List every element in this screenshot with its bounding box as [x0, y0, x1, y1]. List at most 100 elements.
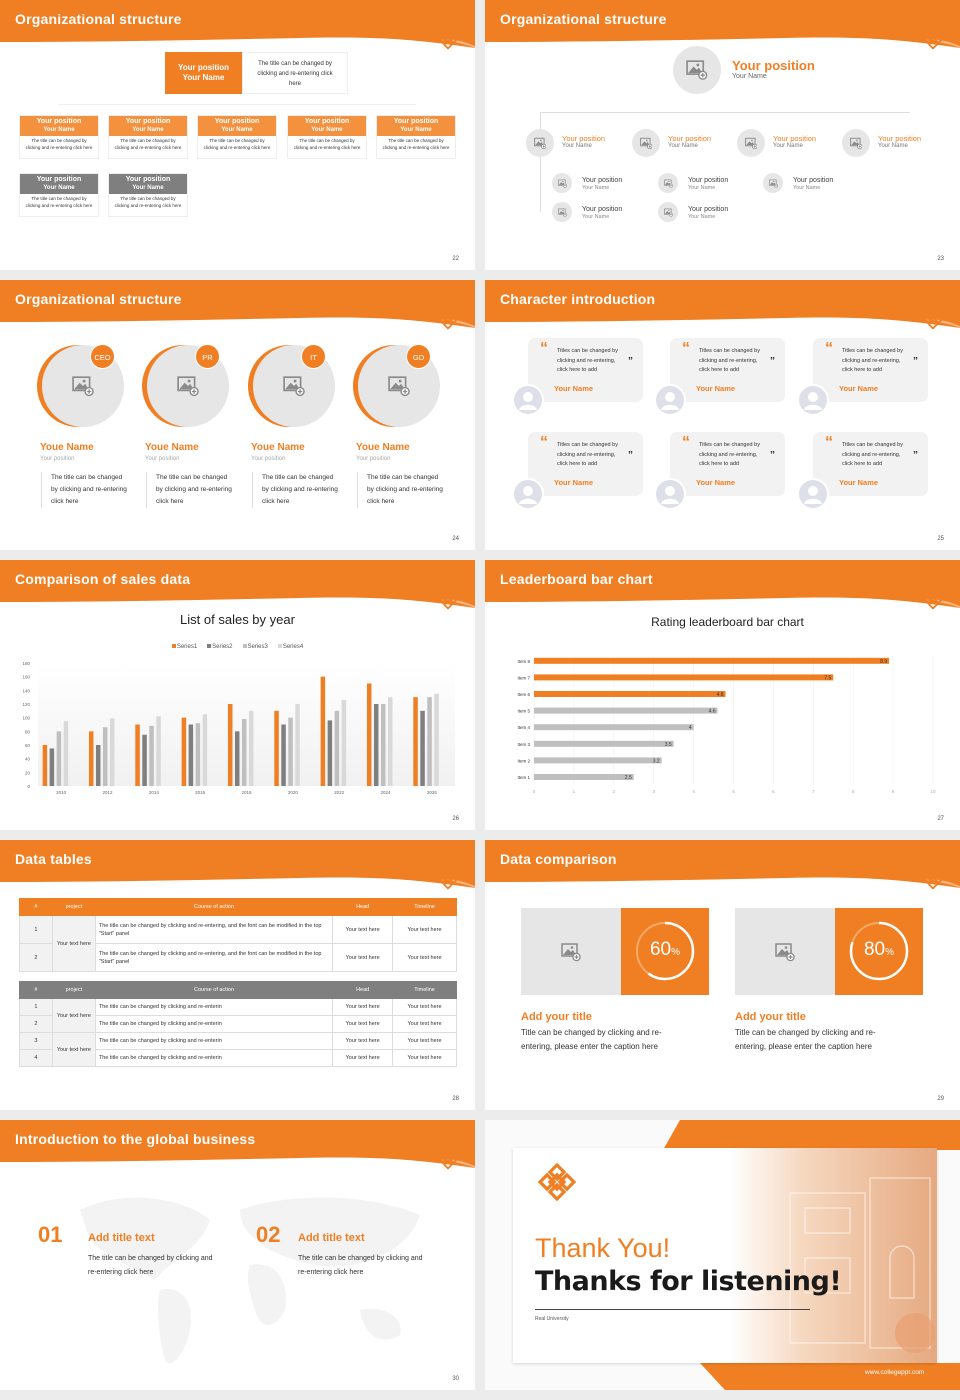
- close-quote-icon: ”: [913, 450, 918, 461]
- person-name: Your Name: [696, 384, 736, 393]
- bar-Series1-2022: [320, 676, 326, 786]
- table-row: 1 Your text here The title can be changed …: [19, 915, 457, 972]
- category-label: Item 2: [517, 758, 530, 763]
- y-tick-label: 60: [25, 743, 31, 748]
- header-band: [0, 840, 475, 895]
- quote-text: Titles can be changed by clicking and re…: [557, 348, 618, 373]
- data-label: 4.8: [717, 692, 724, 698]
- avatar-placeholder: [737, 129, 765, 157]
- header-band: [485, 0, 960, 55]
- table-row: 4 The title can be changed by clicking an…: [19, 1049, 457, 1067]
- person-name: Your Name: [696, 478, 736, 487]
- position: Your position: [878, 134, 922, 143]
- top-name: Your Name: [732, 73, 767, 80]
- action-cell: The title can be changed by clicking and…: [94, 1049, 334, 1067]
- desc: The title can be changed by clicking and…: [114, 196, 182, 208]
- bar-Series2-2014: [142, 734, 147, 786]
- role-badge: PR: [195, 344, 220, 369]
- table-row: 2 The title can be changed by clicking an…: [19, 943, 457, 972]
- category-label: Item 3: [517, 742, 530, 747]
- bar-Series4-2022: [341, 699, 347, 786]
- bar-Series3-2018: [241, 719, 247, 786]
- header-band: [0, 560, 475, 615]
- page-number: 24: [452, 536, 459, 542]
- table-row: 2 The title can be changed by clicking an…: [19, 1015, 457, 1033]
- slide-24-team: Organizational structure 24 CEO Youe Name Yo…: [0, 280, 475, 550]
- slide-title: Organizational structure: [500, 11, 667, 27]
- connector-line: [540, 112, 910, 113]
- header-row: # project Course of action Head Timeline: [19, 898, 457, 916]
- bar-Item 2: [534, 757, 662, 764]
- x-tick-label: 2024: [380, 790, 391, 795]
- bar-Series2-2012: [95, 745, 101, 786]
- data-label: 2.5: [625, 775, 632, 781]
- name: Your Name: [43, 127, 75, 133]
- person-name: Your Name: [839, 384, 879, 393]
- name: Your Name: [132, 127, 164, 133]
- bar-Series4-2026: [434, 693, 439, 786]
- avatar-placeholder: [763, 173, 783, 193]
- quote-card: [813, 338, 928, 402]
- avatar-icon: [797, 384, 829, 416]
- avatar-icon: [654, 384, 686, 416]
- header-band: [0, 1120, 475, 1175]
- value: 80: [863, 939, 886, 960]
- thank-you-heading: Thank You!: [535, 1233, 671, 1263]
- y-tick-label: 160: [22, 675, 30, 680]
- percent-value: 80%: [835, 939, 923, 961]
- project-cell: Your text here: [51, 915, 96, 972]
- y-tick-label: 100: [22, 716, 30, 721]
- column-header: #: [19, 981, 53, 999]
- campus-photo: [730, 1148, 937, 1363]
- row-number: 2: [19, 943, 53, 972]
- legend-item: Series1: [171, 644, 197, 650]
- slide-31-thank-you: Thank You! Thanks for listening! Real Univ…: [485, 1120, 960, 1390]
- logo-knot-icon: [437, 28, 459, 55]
- unit: %: [671, 947, 681, 958]
- logo-knot-icon: [922, 868, 944, 895]
- organization-name: Real University: [535, 1316, 569, 1322]
- page-number: 23: [937, 256, 944, 262]
- bar-Series1-2014: [135, 724, 140, 786]
- open-quote-icon: “: [682, 434, 690, 451]
- x-tick-label: 0: [533, 789, 536, 794]
- position-card: Your position Your Name The title can be c…: [108, 115, 188, 159]
- item-title: Add title text: [88, 1232, 155, 1244]
- row-number: 3: [19, 1032, 53, 1050]
- item-title: Add title text: [298, 1232, 365, 1244]
- bar-Series4-2018: [248, 710, 254, 786]
- category-label: Item 4: [517, 725, 530, 730]
- role-badge: IT: [301, 344, 326, 369]
- open-quote-icon: “: [825, 340, 833, 357]
- bar-Series4-2010: [63, 721, 69, 786]
- item-desc: The title can be changed by clicking and…: [298, 1255, 423, 1276]
- column-header: Head: [332, 898, 394, 916]
- quote-text: Titles can be changed by clicking and re…: [557, 442, 618, 467]
- website-link[interactable]: www.collegeppt.com: [865, 1369, 925, 1376]
- avatar-icon: [512, 478, 544, 510]
- sub-position: Your position: [582, 206, 623, 213]
- logo-knot-icon: [437, 1148, 459, 1175]
- slide-title: Organizational structure: [15, 11, 182, 27]
- person-position: Your position: [145, 456, 180, 462]
- project-cell: Your text here: [51, 998, 96, 1033]
- name: Your Name: [878, 143, 908, 149]
- action-cell: The title can be changed by clicking and…: [94, 1015, 334, 1033]
- bar-Series2-2022: [327, 720, 333, 786]
- chart-legend: Series1 Series2 Series3 Series4: [0, 644, 475, 650]
- thanks-subheading: Thanks for listening!: [535, 1266, 842, 1297]
- x-tick-label: 10: [930, 789, 936, 794]
- sub-name: Your Name: [582, 185, 610, 191]
- bar-Item 5: [534, 707, 718, 714]
- person-position: Your position: [251, 456, 286, 462]
- divider: [535, 1309, 810, 1310]
- bar-Item 1: [534, 774, 634, 780]
- quote-card: [670, 432, 785, 496]
- column-header: project: [51, 981, 96, 999]
- data-label: 7.5: [824, 675, 831, 681]
- orange-shape-top: [485, 1120, 960, 1390]
- close-quote-icon: ”: [628, 356, 633, 367]
- top-position-box: Your position Your Name: [165, 52, 242, 94]
- head-cell: Your text here: [332, 1015, 394, 1033]
- desc: The title can be changed by clicking and…: [114, 138, 182, 150]
